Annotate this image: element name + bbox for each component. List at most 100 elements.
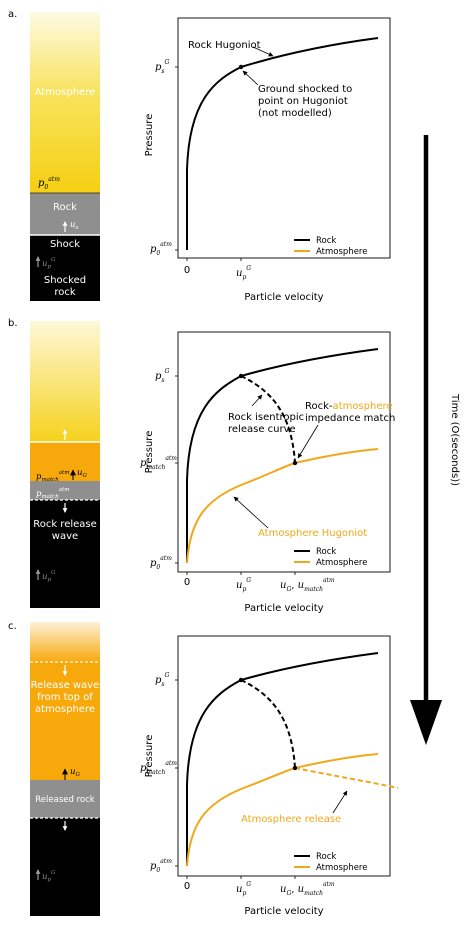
legend-rock-label: Rock [316,547,336,557]
release-top-label: Release wave from top of atmosphere [31,680,100,715]
xtick-uG-umatch: uG, umatchatm [280,881,335,897]
plot-frame [177,635,391,877]
panel-c-letter: c. [8,621,17,632]
annotation-rock-hugoniot: Rock Hugoniot [188,40,261,51]
atmosphere-hugoniot-curve [186,753,379,867]
atmosphere-hugoniot-curve [186,448,379,564]
annotation-ground: Ground shocked to point on Hugoniot (not m… [258,84,352,119]
rock-release-curve [240,375,296,464]
hugoniot-point [238,373,244,379]
up-label: upG [42,257,56,270]
panel-c-plot: Pressure Particle velocity psG pmatchatm… [140,635,399,917]
legend-atm-label: Atmosphere [316,558,367,568]
xtick-0: 0 [184,881,190,892]
legend: Rock Atmosphere [294,547,367,568]
panel-b-column: pmatchatm uG pmatchatm Rock release wave … [30,321,100,608]
legend-atm-label: Atmosphere [316,863,367,873]
atmosphere-label: Atmosphere [35,87,96,98]
xtick-0: 0 [184,265,190,276]
shocked-atmosphere-layer [30,662,100,780]
rock-release-curve [240,679,296,769]
xtick-0: 0 [184,577,190,588]
annotation-release: Rock isentropic release curve [228,412,304,435]
us-label: us [70,220,78,231]
ytick-pmatch: pmatchatm [140,455,177,471]
panel-a: a. Atmosphere p0atm Rock us Shock upG Sh… [8,9,391,303]
plot-frame [177,17,391,259]
xtick-up: upG [236,265,251,281]
panel-b: b. pmatchatm uG pmatchatm Rock release wa… [8,318,395,614]
y-axis-label: Pressure [144,114,155,157]
annotation-atm-release: Atmosphere release [241,814,341,825]
x-axis-label: Particle velocity [244,603,323,614]
xtick-up: upG [236,577,251,593]
x-axis-label: Particle velocity [244,292,323,303]
ytick-p0: p0atm [150,241,172,257]
ytick-pmatch: pmatchatm [140,760,177,776]
ground-arrow-icon [242,70,259,86]
atmosphere-layer [30,321,100,442]
ytick-ps: psG [155,368,170,384]
atm-hugoniot-arrow-icon [233,496,269,529]
ytick-p0: p0atm [150,555,172,571]
legend: Rock Atmosphere [294,236,367,257]
panel-a-letter: a. [8,9,17,20]
annotation-impedance-match: Rock-atmosphere impedance match [305,401,395,424]
uG-label: uG [77,468,87,479]
pmatch2-label: pmatchatm [36,487,70,500]
release-arrow-icon [251,394,263,407]
atm-release-arrow-icon [332,790,348,814]
up-label: upG [42,870,56,883]
impedance-match-point [292,460,298,466]
ytick-ps: psG [155,672,170,688]
impedance-match-point [292,765,298,771]
hugoniot-arrow-icon [252,46,274,57]
released-rock-label: Released rock [35,795,94,805]
xtick-uG-umatch: uG, umatchatm [280,577,335,593]
plot-frame [177,331,391,573]
x-axis-label: Particle velocity [244,906,323,917]
panel-b-letter: b. [8,318,18,329]
up-label: upG [42,570,56,583]
legend-rock-label: Rock [316,852,336,862]
time-axis-label: Time (O(seconds)) [449,393,460,486]
annotation-atm-hugoniot: Atmosphere Hugoniot [258,528,367,539]
shocked-rock-layer [30,235,100,301]
p0-atm-label: p0atm [38,176,60,191]
atmosphere-release-curve [294,767,399,789]
shocked-rock-label: Shocked rock [44,275,86,298]
panel-a-column: Atmosphere p0atm Rock us Shock upG Shock… [30,12,100,301]
time-axis: Time (O(seconds)) [410,135,460,745]
ytick-p0: p0atm [150,858,172,874]
atmosphere-layer [30,12,100,193]
shock-label: Shock [50,239,80,250]
uG-label: uG [70,767,80,778]
panel-c: c. Release wave from top of atmosphere uG … [8,621,399,917]
released-rock-layer [30,481,100,500]
xtick-up: upG [236,881,251,897]
time-arrow-head-icon [410,700,442,745]
y-axis-label: Pressure [144,431,155,474]
rock-label: Rock [53,202,77,213]
rock-layer [30,500,100,608]
legend: Rock Atmosphere [294,852,367,873]
rock-hugoniot-curve [186,652,379,866]
rock-hugoniot-curve [186,37,379,250]
rock-release-label: Rock release wave [33,519,97,542]
pmatch-label: pmatchatm [36,470,70,483]
atmosphere-top-layer [30,622,100,662]
match-arrow-icon [297,424,319,459]
panel-a-plot: Pressure Particle velocity psG p0atm 0 u… [144,17,391,303]
legend-atm-label: Atmosphere [316,247,367,257]
ytick-ps: psG [155,59,170,75]
panel-b-plot: Pressure Particle velocity psG pmatchatm… [140,331,395,614]
released-rock-layer [30,780,100,818]
hugoniot-point [238,677,244,683]
panel-c-column: Release wave from top of atmosphere uG Rel… [30,622,100,916]
shocked-atmosphere-layer [30,442,100,481]
hugoniot-point [238,64,244,70]
y-axis-label: Pressure [144,735,155,778]
rock-layer [30,818,100,916]
legend-rock-label: Rock [316,236,336,246]
